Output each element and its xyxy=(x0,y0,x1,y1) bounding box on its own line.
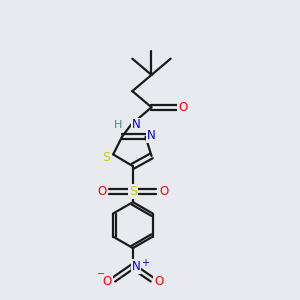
Text: N: N xyxy=(147,129,156,142)
Text: N: N xyxy=(132,118,141,131)
Text: O: O xyxy=(159,185,169,198)
Text: N: N xyxy=(131,260,140,273)
Text: O: O xyxy=(98,185,106,198)
Text: −: − xyxy=(98,269,106,279)
Text: S: S xyxy=(102,151,110,164)
Text: O: O xyxy=(178,101,188,114)
Text: H: H xyxy=(114,120,122,130)
Text: O: O xyxy=(154,274,163,287)
Text: O: O xyxy=(103,274,112,287)
Text: S: S xyxy=(129,185,137,198)
Text: +: + xyxy=(141,258,149,268)
